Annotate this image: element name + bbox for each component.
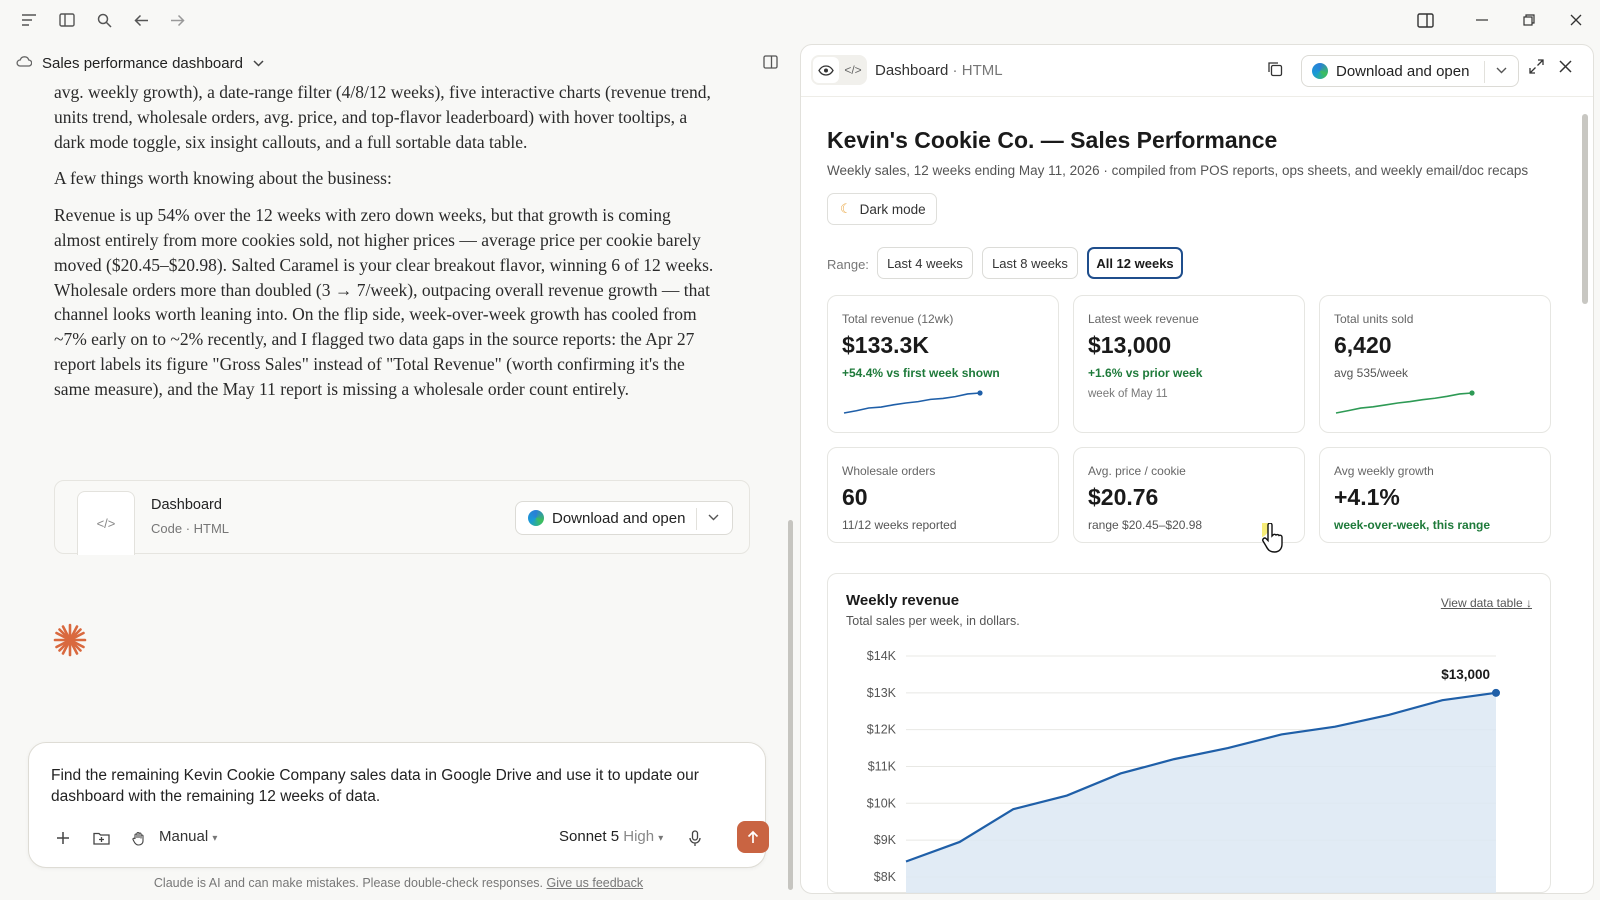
chevron-down-icon: ▾ [658, 833, 664, 844]
expand-icon[interactable] [1529, 59, 1551, 81]
dark-mode-toggle[interactable]: ☾ Dark mode [827, 193, 937, 225]
edge-browser-icon [528, 510, 544, 526]
chevron-down-icon[interactable] [708, 509, 719, 524]
artifact-title: Dashboard · HTML [875, 62, 1003, 79]
sparkline-end-point [977, 390, 983, 396]
range-label: Range: [827, 257, 869, 272]
y-tick-label: $9K [874, 833, 897, 847]
download-label: Download and open [552, 509, 686, 527]
chevron-down-icon: ▾ [212, 833, 218, 844]
kpi-wholesale-orders: Wholesale orders 60 11/12 weeks reported [827, 447, 1059, 543]
weekly-revenue-chart-card: Weekly revenue Total sales per week, in … [827, 573, 1551, 893]
close-window-icon[interactable] [1564, 8, 1588, 32]
kpi-total-revenue: Total revenue (12wk) $133.3K +54.4% vs f… [827, 295, 1059, 433]
title-bar [0, 0, 1600, 40]
folder-add-icon[interactable] [89, 826, 113, 850]
composer-input[interactable]: Find the remaining Kevin Cookie Company … [51, 767, 699, 805]
range-4-weeks-button[interactable]: Last 4 weeks [877, 247, 973, 279]
edge-browser-icon [1312, 63, 1328, 79]
message-paragraph: avg. weekly growth), a date-range filter… [54, 82, 711, 152]
disclaimer: Claude is AI and can make mistakes. Plea… [153, 876, 644, 890]
artifact-scrollbar[interactable] [1582, 114, 1588, 304]
feedback-link[interactable]: Give us feedback [546, 876, 644, 890]
microphone-icon[interactable] [683, 826, 707, 850]
panel-download-and-open-button[interactable]: Download and open [1301, 55, 1519, 87]
range-8-weeks-button[interactable]: Last 8 weeks [982, 247, 1078, 279]
message-composer[interactable]: Find the remaining Kevin Cookie Company … [28, 742, 769, 868]
range-12-weeks-button[interactable]: All 12 weeks [1087, 247, 1183, 279]
y-tick-label: $11K [868, 759, 897, 773]
model-selector[interactable]: Sonnet 5 High ▾ [559, 828, 664, 845]
artifact-type: Code · HTML [151, 521, 230, 536]
copy-icon[interactable] [1267, 61, 1287, 81]
menu-icon[interactable] [18, 9, 40, 31]
revenue-point[interactable] [1492, 688, 1500, 697]
panel-layout-icon[interactable] [1413, 8, 1437, 32]
dashboard-subtitle: Weekly sales, 12 weeks ending May 11, 20… [827, 163, 1529, 178]
message-paragraph: A few things worth knowing about the bus… [54, 168, 392, 189]
composer-toolbar: Manual ▾ Sonnet 5 High ▾ [47, 821, 769, 853]
sparkline-line [1335, 392, 1473, 414]
chevron-down-icon[interactable] [1496, 62, 1507, 77]
code-icon: </> [77, 491, 135, 555]
forward-arrow-icon[interactable] [166, 9, 188, 31]
message-paragraph: Revenue is up 54% over the 12 weeks with… [54, 205, 714, 399]
kpi-avg-weekly-growth: Avg weekly growth +4.1% week-over-week, … [1319, 447, 1551, 543]
divider [696, 508, 697, 530]
plus-icon[interactable] [51, 826, 75, 850]
conversation-header[interactable]: Sales performance dashboard [16, 50, 264, 76]
arrow-up-icon [747, 830, 759, 843]
restore-icon[interactable] [1517, 8, 1541, 32]
sidebar-toggle-icon[interactable] [56, 9, 78, 31]
kpi-avg-price: Avg. price / cookie $20.76 range $20.45–… [1073, 447, 1305, 543]
divider [1484, 61, 1485, 83]
units-sparkline [1335, 390, 1475, 414]
claude-logo-icon [53, 623, 87, 657]
dashboard-preview: Kevin's Cookie Co. — Sales Performance W… [801, 97, 1593, 893]
split-view-icon[interactable] [760, 52, 780, 72]
chart-subtitle: Total sales per week, in dollars. [846, 614, 1020, 628]
send-button[interactable] [737, 821, 769, 853]
cloud-icon [16, 54, 33, 72]
code-view-icon[interactable]: </> [844, 63, 862, 77]
revenue-area [906, 692, 1496, 893]
conversation-title: Sales performance dashboard [42, 54, 243, 72]
artifact-panel: </> Dashboard · HTML Download and open K… [800, 44, 1594, 894]
y-tick-label: $12K [867, 723, 897, 737]
y-tick-label: $8K [874, 870, 897, 884]
artifact-name: Dashboard [151, 497, 222, 513]
mode-selector[interactable]: Manual ▾ [159, 828, 218, 845]
view-toggle[interactable]: </> [811, 55, 867, 85]
search-icon[interactable] [93, 9, 115, 31]
assistant-message: avg. weekly growth), a date-range filter… [54, 80, 719, 480]
y-tick-label: $10K [867, 796, 897, 810]
artifact-card[interactable]: </> Dashboard Code · HTML Download and o… [54, 480, 750, 555]
download-label: Download and open [1336, 62, 1470, 80]
hand-icon [127, 826, 151, 850]
conversation-scrollbar[interactable] [788, 520, 793, 890]
artifact-panel-header: </> Dashboard · HTML Download and open [801, 45, 1593, 97]
download-and-open-button[interactable]: Download and open [515, 501, 733, 535]
chevron-down-icon[interactable] [253, 54, 264, 72]
view-data-table-link[interactable]: View data table ↓ [1440, 596, 1532, 610]
back-arrow-icon[interactable] [130, 9, 152, 31]
dashboard-title: Kevin's Cookie Co. — Sales Performance [827, 127, 1278, 153]
y-tick-label: $13K [867, 686, 897, 700]
moon-icon: ☾ [840, 201, 852, 216]
minimize-icon[interactable] [1470, 8, 1494, 32]
revenue-line [905, 691, 1497, 863]
sparkline-end-point [1469, 390, 1475, 396]
weekly-revenue-chart: $14K $13K $12K $11K $10K $9K $8K $13,000 [867, 649, 1500, 893]
kpi-total-units: Total units sold 6,420 avg 535/week [1319, 295, 1551, 433]
end-value-label: $13,000 [1441, 667, 1490, 682]
hand-cursor-icon [1262, 523, 1283, 553]
close-panel-icon[interactable] [1559, 58, 1581, 80]
sparkline-line [843, 392, 981, 414]
preview-eye-icon[interactable] [813, 57, 839, 83]
chart-title: Weekly revenue [846, 592, 960, 609]
revenue-sparkline [843, 390, 983, 414]
kpi-latest-week-revenue: Latest week revenue $13,000 +1.6% vs pri… [1073, 295, 1305, 433]
y-tick-label: $14K [867, 649, 897, 663]
